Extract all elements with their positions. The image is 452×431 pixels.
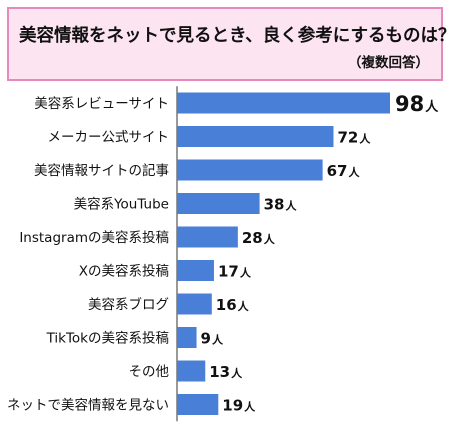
value-label: 72人: [337, 129, 371, 147]
value-label: 16人: [216, 296, 250, 314]
value-label: 9人: [201, 330, 224, 348]
bar: [177, 293, 212, 315]
value-label: 28人: [242, 229, 276, 247]
value-label: 38人: [264, 196, 298, 214]
category-label: ネットで美容情報を見ない: [7, 397, 169, 414]
bar: [177, 360, 206, 382]
bar: [177, 126, 334, 147]
chart-title: 美容情報をネットで見るとき、良く参考にするものは？: [19, 26, 452, 46]
category-label: 美容系ブログ: [88, 296, 169, 313]
category-label: 美容情報サイトの記事: [34, 162, 169, 179]
bar: [177, 394, 219, 415]
category-label: メーカー公式サイト: [48, 130, 170, 146]
category-label: その他: [129, 364, 170, 380]
value-label: 17人: [218, 263, 252, 281]
bar: [177, 193, 260, 214]
bar: [177, 159, 323, 181]
value-label: 19人: [222, 397, 256, 415]
category-label: TikTokの美容系投稿: [46, 330, 169, 347]
value-label: 98人: [395, 92, 439, 116]
bar: [177, 327, 197, 348]
chart-subtitle: （複数回答）: [348, 55, 429, 71]
value-label: 67人: [327, 162, 361, 180]
bar: [177, 260, 214, 281]
category-label: Instagramの美容系投稿: [19, 229, 169, 246]
category-label: Xの美容系投稿: [79, 263, 169, 280]
category-label: 美容系レビューサイト: [34, 95, 169, 112]
title-box: 美容情報をネットで見るとき、良く参考にするものは？ （複数回答）: [7, 7, 452, 81]
category-label: 美容系YouTube: [74, 196, 169, 213]
bar: [177, 92, 390, 114]
value-label: 13人: [209, 363, 243, 381]
bar: [177, 226, 238, 248]
